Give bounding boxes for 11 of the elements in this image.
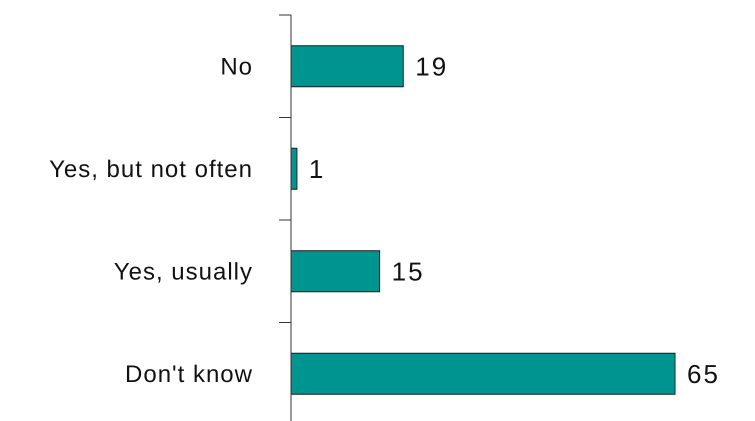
- bar: [290, 250, 380, 292]
- bar: [290, 352, 676, 395]
- data-label: 65: [687, 358, 720, 389]
- y-tick-label: No: [220, 54, 253, 81]
- y-tick-label: Yes, usually: [114, 258, 253, 286]
- y-tick-label: Yes, but not often: [49, 156, 253, 184]
- y-tick-label: Don't know: [125, 361, 253, 388]
- data-label: 15: [392, 256, 425, 286]
- data-label: 1: [308, 154, 326, 184]
- data-label: 19: [415, 51, 448, 82]
- bar: [290, 45, 404, 88]
